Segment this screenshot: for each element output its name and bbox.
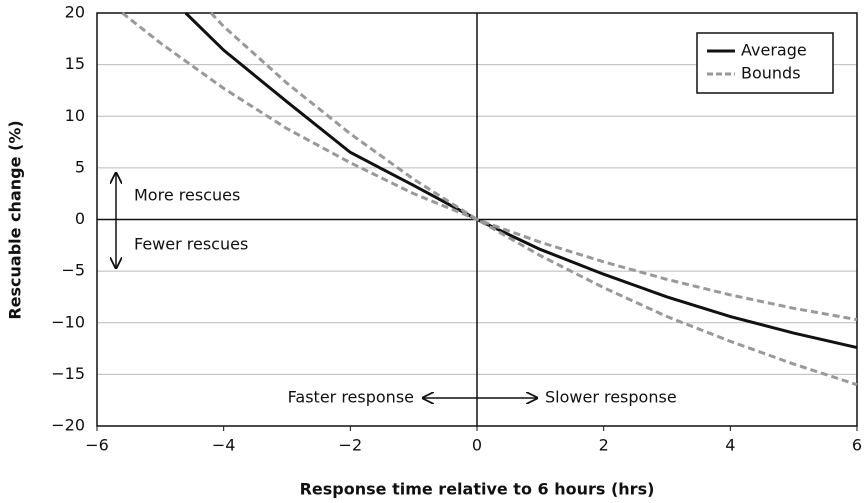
x-tick-label: −6 bbox=[85, 436, 109, 455]
y-tick-label: 15 bbox=[65, 54, 85, 73]
x-tick-label: 2 bbox=[599, 436, 609, 455]
x-tick-label: 4 bbox=[725, 436, 735, 455]
y-tick-label: −20 bbox=[51, 416, 85, 435]
annotation: Slower response bbox=[545, 388, 677, 407]
x-axis-label: Response time relative to 6 hours (hrs) bbox=[300, 480, 655, 499]
annotation: Fewer rescues bbox=[134, 235, 248, 254]
annotation: Faster response bbox=[288, 388, 414, 407]
plot-frame bbox=[96, 12, 858, 427]
y-tick-label: −15 bbox=[51, 364, 85, 383]
series-line bbox=[184, 11, 858, 349]
y-tick-label: −10 bbox=[51, 312, 85, 331]
y-tick-label: 10 bbox=[65, 106, 85, 125]
y-tick-label: 0 bbox=[75, 209, 85, 228]
annotation: More rescues bbox=[134, 186, 240, 205]
legend-box bbox=[696, 32, 834, 94]
x-tick-label: −2 bbox=[339, 436, 363, 455]
y-axis-label: Rescuable change (%) bbox=[6, 120, 25, 319]
series-line bbox=[209, 11, 858, 387]
x-tick-label: 0 bbox=[472, 436, 482, 455]
y-tick-label: −5 bbox=[61, 261, 85, 280]
series-line bbox=[121, 11, 858, 322]
legend-label: Bounds bbox=[741, 64, 801, 83]
x-tick-label: −4 bbox=[212, 436, 236, 455]
y-tick-label: 20 bbox=[65, 3, 85, 22]
y-tick-label: 5 bbox=[75, 157, 85, 176]
legend-label: Average bbox=[741, 41, 807, 60]
x-tick-label: 6 bbox=[852, 436, 862, 455]
